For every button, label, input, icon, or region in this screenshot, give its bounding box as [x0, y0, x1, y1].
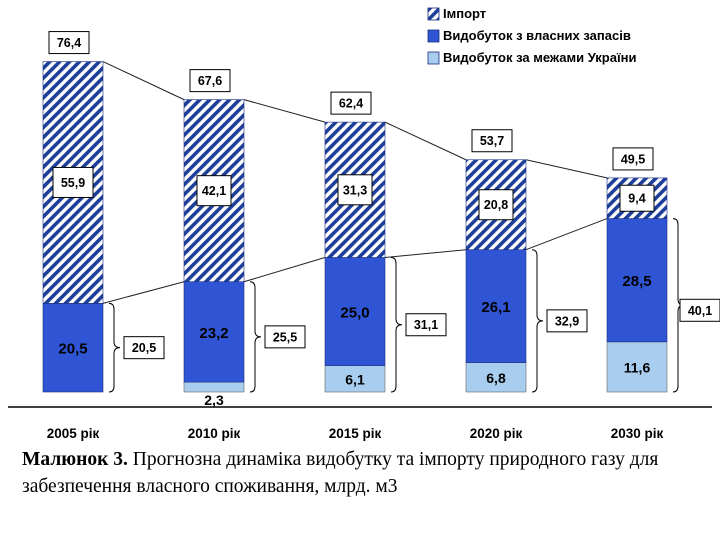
figure-caption: Малюнок 3. Прогнозна динаміка видобутку …: [22, 446, 712, 500]
label-own-total-4-text: 40,1: [688, 304, 712, 318]
label-own-total-3: 32,9: [546, 309, 588, 333]
label-own-total-1-text: 25,5: [273, 330, 297, 344]
label-total-4: 49,5: [612, 147, 654, 171]
legend-swatch-1: [427, 29, 440, 43]
legend-swatch-0: [427, 7, 440, 21]
label-total-0: 76,4: [48, 31, 90, 55]
bar-own-3: [465, 249, 527, 363]
legend: Імпорт Видобуток з власних запасів Видобут…: [427, 6, 636, 65]
legend-item-2: Видобуток за межами України: [427, 50, 636, 65]
label-own-total-1: 25,5: [264, 325, 306, 349]
label-own-total-4-box: [679, 298, 720, 322]
label-total-3-text: 53,7: [480, 134, 504, 148]
label-total-2-text: 62,4: [339, 97, 363, 111]
label-total-4-box: [612, 147, 654, 171]
label-import-1-text: 42,1: [202, 184, 226, 198]
connector-total-2: [384, 121, 467, 161]
label-total-1: 67,6: [189, 69, 231, 93]
bracket-3: [531, 249, 544, 393]
label-import-2-text: 31,3: [343, 183, 367, 197]
label-own-total-0-box: [123, 336, 165, 360]
connector-own-2: [384, 249, 467, 258]
label-own-2: 25,0: [340, 305, 369, 322]
label-import-0-text: 55,9: [61, 176, 85, 190]
label-own-total-3-box: [546, 309, 588, 333]
label-import-3: 20,8: [478, 189, 514, 221]
label-external-2: 6,1: [345, 371, 365, 387]
label-total-1-box: [189, 69, 231, 93]
legend-text-1: Видобуток з власних запасів: [443, 28, 631, 43]
connector-own-0: [102, 281, 185, 304]
bracket-1: [249, 281, 262, 393]
label-own-total-0-text: 20,5: [132, 341, 156, 355]
legend-text-2: Видобуток за межами України: [443, 50, 636, 65]
label-total-1-text: 67,6: [198, 74, 222, 88]
bracket-0: [108, 302, 121, 393]
label-import-0-box: [52, 166, 94, 198]
label-import-1-box: [196, 175, 232, 207]
x-axis: 2005 рік 2010 рік 2015 рік 2020 рік 2030 рік: [8, 406, 712, 441]
bar-own-1: [183, 281, 245, 383]
label-own-total-2-text: 31,1: [414, 318, 438, 332]
connector-own-3: [525, 218, 608, 251]
label-import-1: 42,1: [196, 175, 232, 207]
bar-own-2: [324, 257, 386, 366]
bar-own-4: [606, 218, 668, 343]
label-import-3-text: 20,8: [484, 198, 508, 212]
label-total-0-text: 76,4: [57, 36, 81, 50]
legend-text-0: Імпорт: [443, 6, 486, 21]
connector-total-3: [525, 159, 608, 179]
bracket-2: [390, 256, 403, 393]
tick-label-1: 2010 рік: [188, 426, 241, 441]
label-import-4-box: [619, 184, 655, 212]
connector-total-1: [243, 99, 326, 123]
caption-text: Прогнозна динаміка видобутку та імпорту …: [22, 449, 659, 497]
label-total-2-box: [330, 91, 372, 115]
label-total-0-box: [48, 31, 90, 55]
label-external-4: 11,6: [624, 359, 651, 375]
label-own-total-2: 31,1: [405, 313, 447, 337]
label-import-2: 31,3: [337, 174, 373, 206]
bar-external-1: [183, 381, 245, 393]
data-labels: 20,5 55,9 76,4 20,5 23,2 2,3 42,1 67,6 25,5 25,0 6…: [48, 31, 720, 408]
label-own-total-3-text: 32,9: [555, 314, 579, 328]
connector-own-1: [243, 257, 326, 283]
label-external-3: 6,8: [486, 370, 506, 386]
label-import-3-box: [478, 189, 514, 221]
tick-label-3: 2020 рік: [470, 426, 523, 441]
label-own-1: 23,2: [199, 325, 228, 342]
caption-label: Малюнок 3.: [22, 449, 128, 470]
label-external-1: 2,3: [204, 392, 224, 408]
chart: 20,5 55,9 76,4 20,5 23,2 2,3 42,1 67,6 25,5 25,0 6…: [8, 6, 720, 441]
connector-total-0: [102, 61, 185, 101]
tick-label-0: 2005 рік: [47, 426, 100, 441]
label-import-0: 55,9: [52, 166, 94, 198]
label-import-2-box: [337, 174, 373, 206]
tick-label-2: 2015 рік: [329, 426, 382, 441]
legend-item-0: Імпорт: [427, 6, 486, 21]
label-own-3: 26,1: [481, 299, 510, 316]
label-own-total-1-box: [264, 325, 306, 349]
label-total-2: 62,4: [330, 91, 372, 115]
bar-external-4: [606, 341, 668, 393]
label-own-total-2-box: [405, 313, 447, 337]
label-own-total-0: 20,5: [123, 336, 165, 360]
tick-label-4: 2030 рік: [611, 426, 664, 441]
label-own-0: 20,5: [58, 341, 87, 358]
label-import-4: 9,4: [619, 184, 655, 212]
label-total-3-box: [471, 129, 513, 153]
label-own-total-4: 40,1: [679, 298, 720, 322]
legend-swatch-2: [427, 51, 440, 65]
bar-external-3: [465, 362, 527, 393]
bar-external-2: [324, 365, 386, 393]
label-total-4-text: 49,5: [621, 152, 645, 166]
label-import-4-text: 9,4: [628, 192, 645, 206]
label-total-3: 53,7: [471, 129, 513, 153]
connector-lines: [102, 61, 608, 304]
bar-own-0: [42, 303, 104, 393]
legend-item-1: Видобуток з власних запасів: [427, 28, 631, 43]
label-own-4: 28,5: [622, 273, 651, 290]
